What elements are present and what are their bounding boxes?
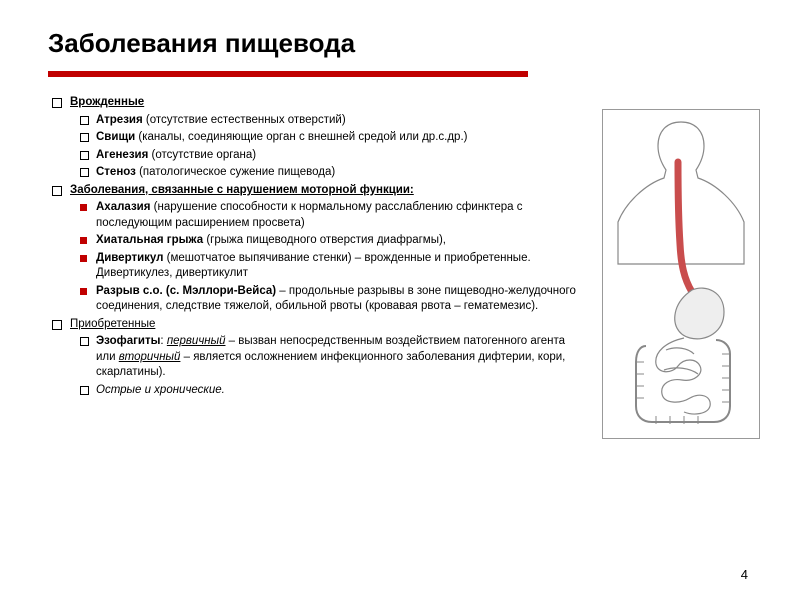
section: Врожденные Атрезия (отсутствие естественн… bbox=[48, 95, 584, 181]
list-item: Атрезия (отсутствие естественных отверст… bbox=[70, 113, 584, 129]
image-column bbox=[602, 109, 760, 439]
list-item: Острые и хронические. bbox=[70, 383, 584, 399]
list-item: Дивертикул (мешотчатое выпячивание стенк… bbox=[70, 251, 584, 282]
digestive-system-icon bbox=[606, 114, 756, 434]
list-item: Разрыв с.о. (с. Мэллори-Вейса) – продоль… bbox=[70, 284, 584, 315]
section-heading: Приобретенные bbox=[70, 318, 155, 330]
page-title: Заболевания пищевода bbox=[48, 28, 760, 59]
anatomy-figure bbox=[602, 109, 760, 439]
list-item: Ахалазия (нарушение способности к нормал… bbox=[70, 200, 584, 231]
section: Заболевания, связанные с нарушением мото… bbox=[48, 183, 584, 315]
list-item: Агенезия (отсутствие органа) bbox=[70, 148, 584, 164]
list-item: Эзофагиты: первичный – вызван непосредст… bbox=[70, 334, 584, 381]
content: Врожденные Атрезия (отсутствие естественн… bbox=[48, 95, 760, 439]
list-item: Стеноз (патологическое сужение пищевода) bbox=[70, 165, 584, 181]
section-heading: Врожденные bbox=[70, 96, 144, 108]
title-underline bbox=[48, 71, 528, 77]
page-number: 4 bbox=[741, 567, 748, 582]
section: Приобретенные Эзофагиты: первичный – вызв… bbox=[48, 317, 584, 399]
section-heading: Заболевания, связанные с нарушением мото… bbox=[70, 184, 414, 196]
list-item: Хиатальная грыжа (грыжа пищеводного отве… bbox=[70, 233, 584, 249]
list-item: Свищи (каналы, соединяющие орган с внешн… bbox=[70, 130, 584, 146]
text-column: Врожденные Атрезия (отсутствие естественн… bbox=[48, 95, 584, 439]
